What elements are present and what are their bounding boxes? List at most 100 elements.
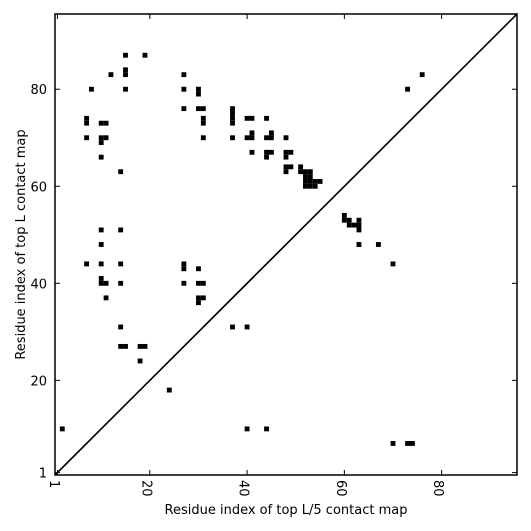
contact-point-upper <box>84 120 90 126</box>
contact-point-lower <box>405 441 411 446</box>
contact-point-upper <box>137 358 143 364</box>
contact-point-upper <box>181 106 187 112</box>
x-tick-label: 40 <box>236 480 251 497</box>
contact-point-upper <box>268 149 274 155</box>
contact-point-upper <box>307 174 313 179</box>
contact-point-upper <box>351 222 357 228</box>
y-axis-label: Residue index of top L contact map <box>14 129 29 359</box>
contact-point-upper <box>181 266 187 272</box>
ticks-layer: 1 20 40 60 80 1 20 40 60 80 <box>30 14 517 497</box>
points-layer <box>59 52 425 446</box>
contact-point-upper <box>118 227 124 233</box>
contact-point-lower <box>410 441 415 446</box>
contact-point-lower <box>244 426 250 432</box>
contact-point-upper <box>103 280 109 286</box>
contact-point-upper <box>244 135 250 141</box>
contact-point-upper <box>118 261 124 267</box>
contact-point-upper <box>346 217 352 223</box>
contact-point-upper <box>356 242 362 247</box>
contact-point-upper <box>118 280 124 286</box>
contact-point-upper <box>230 324 235 330</box>
x-axis-label: Residue index of top L/5 contact map <box>165 503 408 518</box>
contact-point-upper <box>98 135 104 141</box>
contact-point-upper <box>244 115 250 121</box>
contact-point-upper <box>200 295 206 301</box>
contact-point-upper <box>288 149 294 155</box>
contact-point-upper <box>123 86 128 92</box>
contact-point-lower <box>59 426 65 432</box>
contact-point-lower <box>390 441 396 446</box>
contact-point-upper <box>264 135 269 141</box>
contact-point-upper <box>307 183 313 189</box>
contact-point-upper <box>98 276 104 281</box>
contact-point-upper <box>123 72 128 78</box>
contact-point-upper <box>98 154 104 160</box>
contact-point-upper <box>375 242 381 247</box>
contact-point-upper <box>405 86 411 92</box>
contact-point-upper <box>298 164 304 170</box>
contact-point-upper <box>317 178 323 184</box>
x-tick-label: 1 <box>46 480 61 488</box>
contact-point-upper <box>264 154 269 160</box>
contact-point-upper <box>307 178 313 184</box>
contact-point-upper <box>264 149 269 155</box>
contact-point-upper <box>103 135 109 141</box>
contact-point-upper <box>181 261 187 267</box>
contact-point-upper <box>303 169 308 175</box>
contact-point-upper <box>244 324 250 330</box>
contact-point-upper <box>118 324 124 330</box>
y-tick-label: 40 <box>30 277 47 292</box>
contact-point-upper <box>303 178 308 184</box>
contact-point-upper <box>98 280 104 286</box>
contact-point-upper <box>103 120 109 126</box>
contact-point-upper <box>356 227 362 233</box>
x-tick-label: 60 <box>333 480 348 497</box>
diagonal-line <box>54 13 518 476</box>
plot-frame <box>54 13 518 476</box>
contact-point-upper <box>249 115 255 121</box>
contact-point-upper <box>196 86 201 92</box>
contact-point-upper <box>356 222 362 228</box>
contact-point-upper <box>230 106 235 112</box>
y-tick-label: 60 <box>30 180 47 195</box>
contact-point-upper <box>123 52 128 58</box>
contact-point-upper <box>196 106 201 112</box>
contact-point-lower <box>166 387 172 393</box>
contact-point-upper <box>84 261 90 267</box>
contact-point-upper <box>230 120 235 126</box>
contact-point-upper <box>200 120 206 126</box>
contact-point-upper <box>84 115 90 121</box>
contact-point-upper <box>346 222 352 228</box>
y-tick-label: 20 <box>30 374 47 389</box>
contact-point-upper <box>303 183 308 189</box>
contact-point-upper <box>419 72 425 78</box>
contact-point-upper <box>249 135 255 141</box>
contact-point-upper <box>196 295 201 301</box>
contact-point-upper <box>230 111 235 116</box>
contact-point-upper <box>283 149 289 155</box>
x-tick-label: 80 <box>430 480 445 497</box>
contact-point-upper <box>142 343 148 349</box>
contact-point-upper <box>200 280 206 286</box>
contact-point-upper <box>118 169 124 175</box>
contact-point-upper <box>288 164 294 170</box>
contact-point-upper <box>356 217 362 223</box>
contact-point-upper <box>123 67 128 73</box>
contact-point-upper <box>118 343 124 349</box>
y-tick-label: 80 <box>30 83 47 98</box>
contact-point-upper <box>181 72 187 78</box>
contact-point-upper <box>98 227 104 233</box>
contact-point-upper <box>98 261 104 267</box>
contact-point-upper <box>283 169 289 175</box>
contact-point-upper <box>123 343 128 349</box>
contact-point-upper <box>200 135 206 141</box>
contact-point-upper <box>307 169 313 175</box>
contact-point-upper <box>200 115 206 121</box>
contact-point-upper <box>84 135 90 141</box>
contact-point-upper <box>341 217 347 223</box>
contact-point-lower <box>264 426 269 432</box>
contact-point-upper <box>196 91 201 97</box>
contact-point-upper <box>249 149 255 155</box>
contact-point-upper <box>142 52 148 58</box>
contact-point-upper <box>341 212 347 218</box>
